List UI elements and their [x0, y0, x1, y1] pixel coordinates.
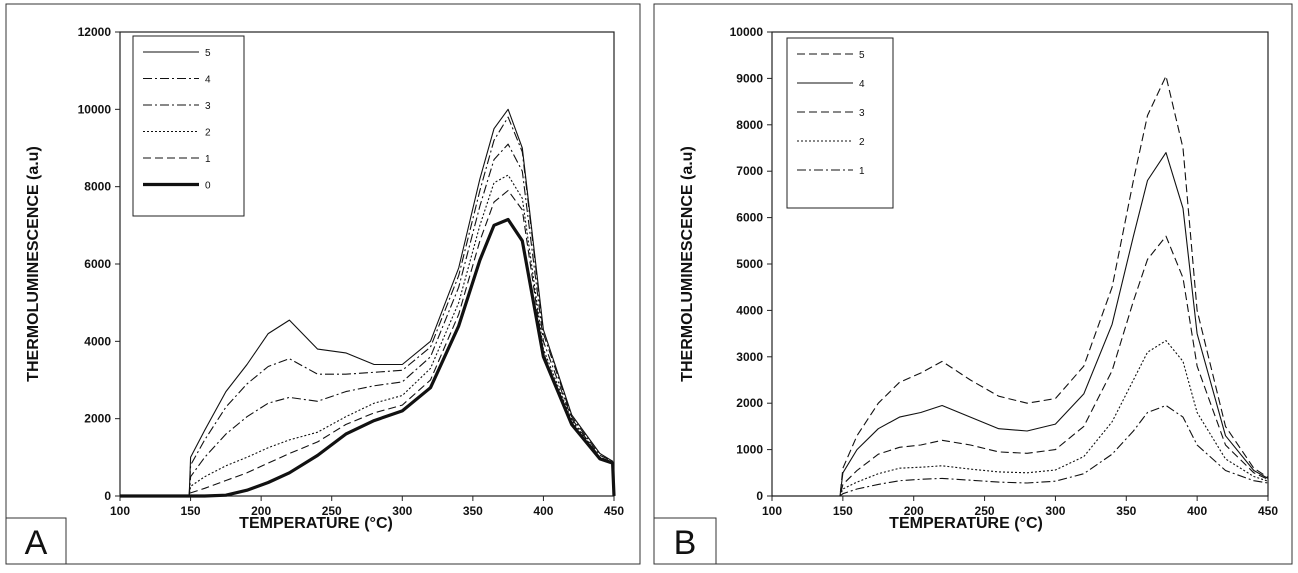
- panel-a: A TEMPERATURE (°C) THERMOLUMINESCENCE (a…: [5, 3, 641, 565]
- y-tick-label: 5000: [736, 257, 763, 271]
- series-line-0: [120, 217, 616, 498]
- x-tick-label: 300: [1045, 504, 1065, 518]
- panel-b: B TEMPERATURE (°C) THERMOLUMINESCENCE (a…: [653, 3, 1293, 565]
- panel-b-xlabel: TEMPERATURE (°C): [889, 515, 1043, 532]
- panel-a-letter-box: [5, 517, 67, 565]
- legend-label-4: 4: [205, 75, 211, 86]
- panel-b-letter: B: [674, 524, 697, 562]
- panel-b-ticks: 100 150 200 250 300 350 400 450 0 1000 2000 3000 400…: [730, 25, 1279, 518]
- y-tick-label: 4000: [736, 303, 763, 317]
- y-tick-label: 2000: [736, 396, 763, 410]
- legend-label-3: 3: [205, 101, 211, 112]
- y-tick-label: 8000: [736, 118, 763, 132]
- panel-a-ylabel: THERMOLUMINESCENCE (a.u): [25, 146, 42, 382]
- panel-b-series: [772, 75, 1269, 497]
- legend-label-1: 1: [859, 166, 865, 177]
- x-tick-label: 350: [463, 504, 483, 518]
- x-tick-label: 200: [904, 504, 924, 518]
- series-line-3: [120, 143, 615, 497]
- panel-a-series: [120, 108, 616, 498]
- legend-label-2: 2: [205, 128, 211, 139]
- series-line-3: [772, 235, 1269, 497]
- x-tick-label: 150: [833, 504, 853, 518]
- y-tick-label: 10000: [730, 25, 764, 39]
- y-tick-label: 9000: [736, 71, 763, 85]
- x-tick-label: 200: [251, 504, 271, 518]
- x-tick-label: 350: [1116, 504, 1136, 518]
- legend-label-5: 5: [859, 50, 865, 61]
- legend-label-3: 3: [859, 108, 865, 119]
- y-tick-label: 0: [104, 489, 111, 503]
- y-tick-label: 2000: [84, 412, 111, 426]
- legend-label-4: 4: [859, 79, 865, 90]
- series-line-4: [772, 152, 1269, 497]
- panel-a-border: [5, 3, 641, 565]
- y-tick-label: 7000: [736, 164, 763, 178]
- y-tick-label: 6000: [84, 257, 111, 271]
- series-line-5: [120, 108, 615, 497]
- x-tick-label: 100: [110, 504, 130, 518]
- x-tick-label: 400: [533, 504, 553, 518]
- legend-label-5: 5: [205, 48, 211, 59]
- legend-label-1: 1: [205, 154, 211, 165]
- panel-a-letter: A: [25, 524, 48, 562]
- panel-a-ticks: 100 150 200 250 300 350 400 4500200040006000800…: [78, 25, 625, 518]
- series-line-1: [772, 404, 1269, 497]
- panel-b-letter-box: [653, 517, 717, 565]
- x-tick-label: 400: [1187, 504, 1207, 518]
- x-tick-label: 250: [322, 504, 342, 518]
- panel-a-xlabel: TEMPERATURE (°C): [239, 515, 393, 532]
- panel-b-ylabel: THERMOLUMINESCENCE (a.u): [679, 146, 696, 382]
- x-tick-label: 100: [762, 504, 782, 518]
- y-tick-label: 4000: [84, 334, 111, 348]
- panel-b-border: [653, 3, 1293, 565]
- y-tick-label: 10000: [78, 102, 112, 116]
- y-tick-label: 3000: [736, 350, 763, 364]
- y-tick-label: 0: [756, 489, 763, 503]
- series-line-4: [120, 116, 615, 497]
- x-tick-label: 450: [1258, 504, 1278, 518]
- panel-a-legend-entries: 5 4 3 2 1 0: [143, 48, 211, 192]
- series-line-1: [120, 189, 615, 497]
- legend-label-2: 2: [859, 137, 865, 148]
- x-tick-label: 450: [604, 504, 624, 518]
- series-line-5: [772, 75, 1269, 497]
- y-tick-label: 8000: [84, 180, 111, 194]
- x-tick-label: 150: [181, 504, 201, 518]
- panel-b-legend: [786, 37, 894, 209]
- panel-a-legend: [132, 35, 245, 217]
- y-tick-label: 12000: [78, 25, 112, 39]
- x-tick-label: 300: [392, 504, 412, 518]
- y-tick-label: 6000: [736, 211, 763, 225]
- x-tick-label: 250: [975, 504, 995, 518]
- y-tick-label: 1000: [736, 443, 763, 457]
- panel-b-legend-entries: 5 4 3 2 1: [797, 50, 865, 177]
- legend-label-0: 0: [205, 181, 211, 192]
